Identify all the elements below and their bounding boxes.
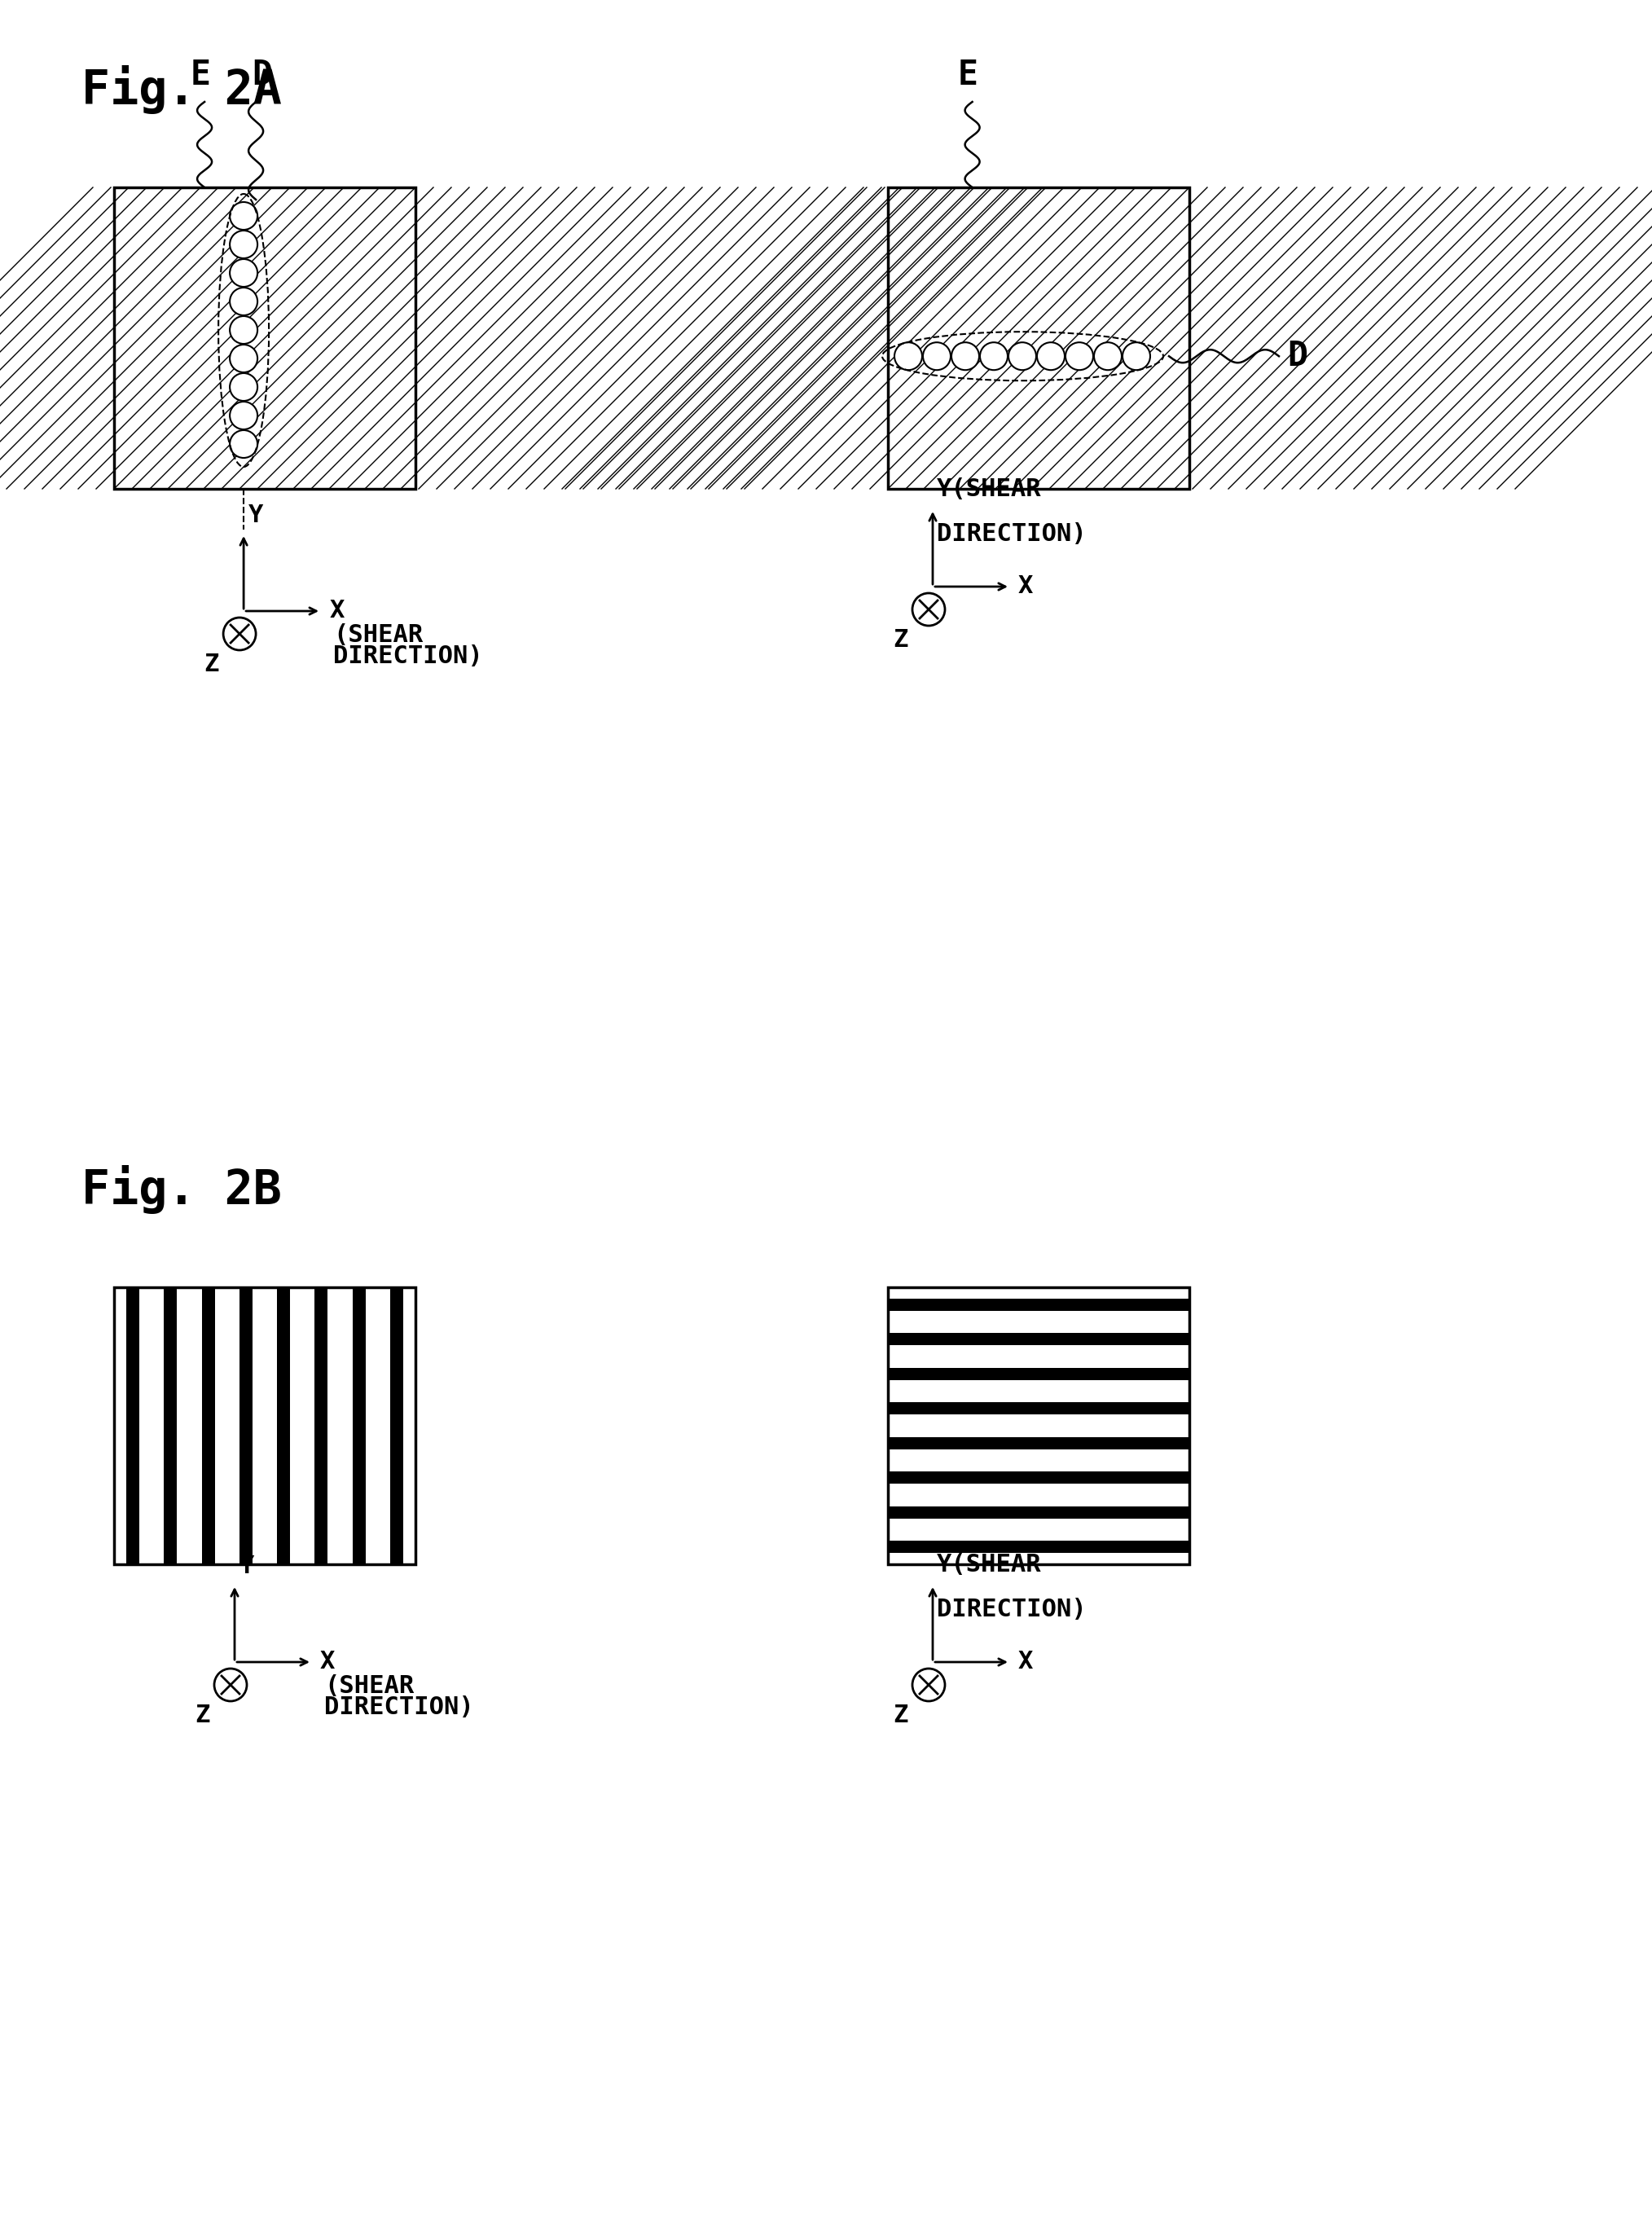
Circle shape [230,259,258,286]
Circle shape [1037,342,1064,371]
Bar [390,1287,403,1564]
Text: Z: Z [894,1705,909,1727]
Circle shape [230,201,258,230]
Text: D: D [1287,340,1307,373]
Bar [887,1287,1189,1564]
Circle shape [1122,342,1150,371]
Bar [887,188,1189,489]
Bar [314,1287,327,1564]
Text: Z: Z [205,652,220,677]
Bar [114,1287,415,1564]
Bar [887,1298,1189,1311]
Bar [114,188,415,489]
Bar [887,188,1189,489]
Bar [114,1287,415,1564]
Text: Fig. 2B: Fig. 2B [81,1166,282,1213]
Text: (SHEAR: (SHEAR [334,623,423,648]
Bar [126,1287,139,1564]
Bar [240,1287,253,1564]
Text: E: E [190,58,211,92]
Bar [887,1367,1189,1381]
Circle shape [1094,342,1122,371]
Text: X: X [320,1651,335,1673]
Bar [164,1287,177,1564]
Bar [114,188,415,489]
Bar [887,1287,1189,1564]
Bar [887,1334,1189,1345]
Bar [887,1287,1189,1564]
Text: Y(SHEAR: Y(SHEAR [937,1553,1041,1577]
Circle shape [923,342,950,371]
Text: DIRECTION): DIRECTION) [324,1696,474,1720]
Bar [352,1287,365,1564]
Text: Z: Z [195,1705,210,1727]
Circle shape [223,617,256,650]
Circle shape [894,342,922,371]
Bar [114,1287,415,1564]
Circle shape [980,342,1008,371]
Text: Y(SHEAR: Y(SHEAR [937,478,1041,500]
Text: DIRECTION): DIRECTION) [937,523,1087,545]
Bar [114,188,415,489]
Circle shape [230,230,258,259]
Circle shape [230,288,258,315]
Bar [887,1436,1189,1450]
Bar [887,1472,1189,1483]
Text: Y: Y [240,1555,254,1577]
Text: D: D [253,58,273,92]
Bar [887,1403,1189,1414]
Circle shape [912,592,945,626]
Circle shape [952,342,980,371]
Circle shape [912,1669,945,1700]
Bar [278,1287,291,1564]
Text: DIRECTION): DIRECTION) [937,1597,1087,1622]
Bar [887,188,1189,489]
Bar [202,1287,215,1564]
Circle shape [230,431,258,458]
Bar [887,1541,1189,1553]
Circle shape [230,344,258,373]
Text: Fig. 2A: Fig. 2A [81,65,282,114]
Circle shape [1066,342,1094,371]
Text: X: X [1018,1651,1032,1673]
Circle shape [215,1669,246,1700]
Text: (SHEAR: (SHEAR [324,1673,415,1698]
Text: E: E [958,58,978,92]
Text: X: X [1018,574,1032,599]
Circle shape [230,402,258,429]
Text: Y: Y [248,503,264,527]
Circle shape [230,373,258,400]
Circle shape [1008,342,1036,371]
Text: X: X [329,599,344,623]
Text: DIRECTION): DIRECTION) [334,643,482,668]
Circle shape [230,317,258,344]
Text: Z: Z [894,628,909,652]
Bar [887,1506,1189,1519]
